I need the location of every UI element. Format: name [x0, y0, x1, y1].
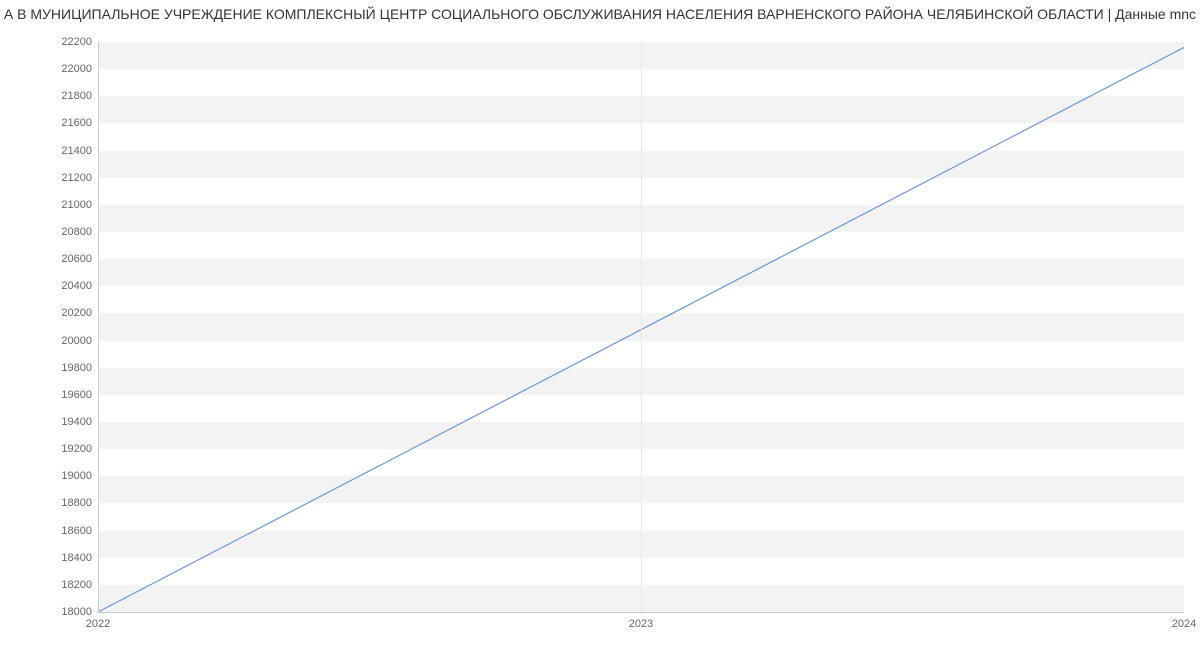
x-axis-line [98, 612, 1184, 613]
chart-title: А В МУНИЦИПАЛЬНОЕ УЧРЕЖДЕНИЕ КОМПЛЕКСНЫЙ… [0, 6, 1200, 22]
x-tick-label: 2023 [629, 618, 653, 630]
y-tick-label: 18000 [61, 606, 92, 618]
y-tick-label: 21000 [61, 199, 92, 211]
y-tick-label: 19200 [61, 443, 92, 455]
y-tick-label: 21600 [61, 117, 92, 129]
y-tick-label: 20800 [61, 226, 92, 238]
y-tick-label: 21800 [61, 90, 92, 102]
y-tick-label: 21200 [61, 172, 92, 184]
y-tick-label: 19000 [61, 470, 92, 482]
y-axis-line [98, 42, 99, 612]
y-tick-label: 22200 [61, 36, 92, 48]
y-tick-label: 18200 [61, 579, 92, 591]
plot-area: 1800018200184001860018800190001920019400… [98, 42, 1184, 612]
y-tick-label: 20400 [61, 280, 92, 292]
y-tick-label: 19400 [61, 416, 92, 428]
x-gridline [641, 42, 642, 612]
y-tick-label: 21400 [61, 145, 92, 157]
y-tick-label: 20200 [61, 307, 92, 319]
x-tick-label: 2024 [1172, 618, 1196, 630]
x-tick-label: 2022 [86, 618, 110, 630]
y-tick-label: 18800 [61, 497, 92, 509]
y-tick-label: 22000 [61, 63, 92, 75]
y-tick-label: 19800 [61, 362, 92, 374]
salary-line-chart: А В МУНИЦИПАЛЬНОЕ УЧРЕЖДЕНИЕ КОМПЛЕКСНЫЙ… [0, 0, 1200, 650]
y-tick-label: 18400 [61, 552, 92, 564]
y-tick-label: 20600 [61, 253, 92, 265]
y-tick-label: 20000 [61, 335, 92, 347]
y-tick-label: 19600 [61, 389, 92, 401]
y-tick-label: 18600 [61, 525, 92, 537]
